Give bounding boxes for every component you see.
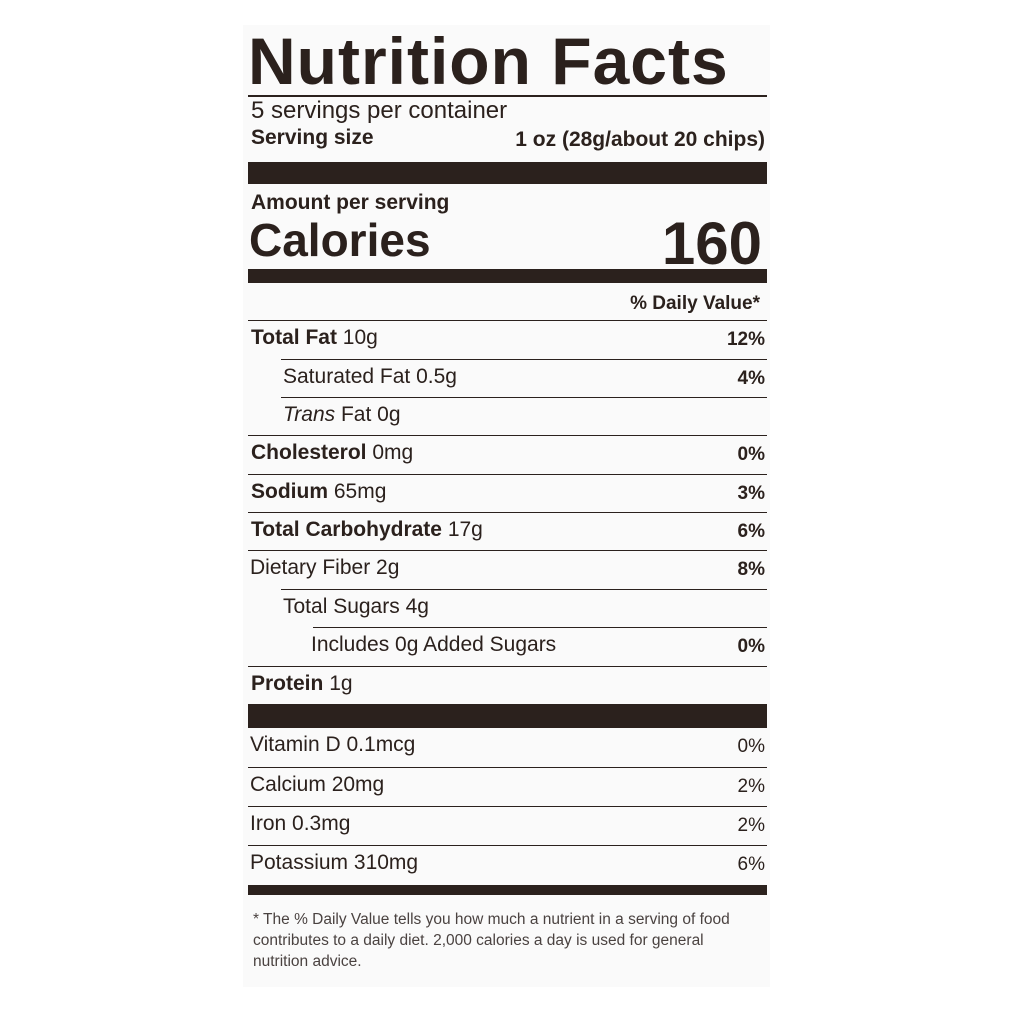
daily-value-percent: 6% [737, 854, 765, 875]
calories-label: Calories [249, 214, 431, 266]
vitamin-name: Iron 0.3mg [250, 812, 351, 835]
daily-value-percent: 0% [737, 636, 765, 657]
daily-value-percent: 3% [737, 483, 765, 504]
nutrient-name: Total Sugars 4g [283, 595, 429, 618]
vitamin-row: Calcium 20mg 2% [248, 767, 767, 806]
daily-value-percent: 2% [737, 776, 765, 797]
daily-value-percent: 12% [726, 329, 765, 350]
nutrient-row: Total Sugars 4g [281, 589, 767, 628]
amount-per-serving: Amount per serving [251, 191, 450, 214]
nutrient-name: Total Fat 10g [251, 326, 378, 349]
vitamin-row: Vitamin D 0.1mcg 0% [248, 728, 767, 766]
nutrient-row: Trans Fat 0g [281, 397, 767, 436]
vitamin-name: Calcium 20mg [250, 773, 385, 796]
label-title: Nutrition Facts [248, 24, 729, 98]
footnote: * The % Daily Value tells you how much a… [253, 911, 730, 970]
nutrient-row: Cholesterol 0mg 0% [248, 435, 767, 474]
nutrient-row: Dietary Fiber 2g 8% [248, 550, 767, 589]
vitamin-row: Potassium 310mg 6% [248, 845, 767, 884]
serving-size-value: 1 oz (28g/about 20 chips) [515, 128, 765, 151]
daily-value-percent: 8% [737, 559, 765, 580]
nutrient-row: Includes 0g Added Sugars 0% [311, 627, 767, 666]
nutrient-name: Protein 1g [251, 672, 353, 695]
nutrition-facts-label: Nutrition Facts 5 servings per container… [243, 24, 770, 987]
vitamin-name: Potassium 310mg [250, 851, 419, 874]
thick-divider [248, 162, 767, 184]
nutrient-row: Total Carbohydrate 17g 6% [248, 512, 767, 551]
nutrient-name: Saturated Fat 0.5g [283, 365, 457, 388]
thick-divider [248, 885, 767, 895]
daily-value-percent: 6% [737, 521, 765, 542]
nutrient-name: Sodium 65mg [251, 480, 387, 503]
nutrient-name: Cholesterol 0mg [251, 441, 414, 464]
nutrient-name: Dietary Fiber 2g [250, 556, 400, 579]
daily-value-percent: 4% [737, 368, 765, 389]
nutrient-name: Trans Fat 0g [283, 403, 401, 426]
thick-divider [248, 269, 767, 283]
nutrient-row: Sodium 65mg 3% [248, 474, 767, 513]
daily-value-header: % Daily Value* [630, 293, 760, 314]
daily-value-percent: 0% [737, 444, 765, 465]
nutrient-row: Saturated Fat 0.5g 4% [281, 359, 767, 398]
nutrient-name: Includes 0g Added Sugars [311, 633, 557, 656]
nutrient-name: Total Carbohydrate 17g [251, 518, 483, 541]
daily-value-percent: 0% [737, 736, 765, 757]
vitamin-name: Vitamin D 0.1mcg [250, 733, 416, 756]
nutrient-row: Total Fat 10g 12% [248, 320, 767, 359]
servings-per-container: 5 servings per container [251, 97, 508, 124]
vitamin-row: Iron 0.3mg 2% [248, 806, 767, 845]
calories-value: 160 [661, 210, 762, 277]
daily-value-percent: 2% [737, 815, 765, 836]
divider [248, 95, 767, 97]
serving-size-label: Serving size [251, 126, 374, 149]
thick-divider [248, 704, 767, 728]
nutrient-row: Protein 1g [248, 666, 767, 705]
